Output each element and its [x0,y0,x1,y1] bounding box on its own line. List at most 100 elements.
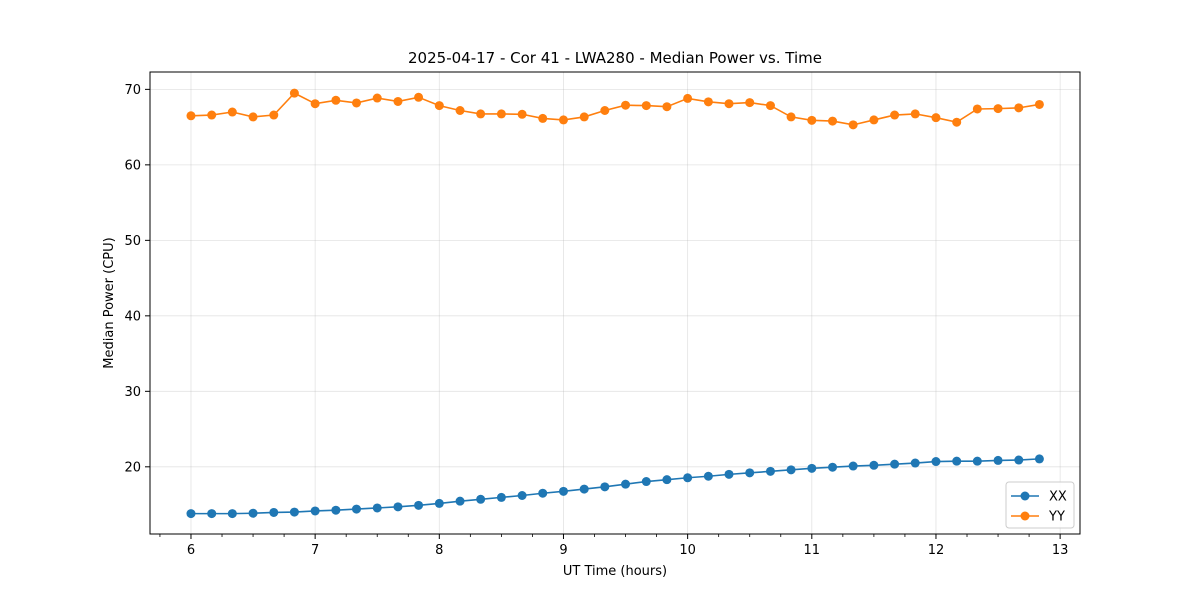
point-yy [496,109,506,119]
point-yy [207,110,217,120]
point-xx [289,507,299,517]
x-tick-label: 7 [311,543,319,558]
point-xx [910,458,920,468]
point-xx [227,509,237,519]
point-yy [993,104,1003,114]
y-tick-label: 70 [124,83,141,98]
point-yy [538,113,548,123]
point-xx [724,469,734,479]
point-yy [724,99,734,109]
grid [150,72,1080,534]
point-xx [765,466,775,476]
point-xx [1034,454,1044,464]
y-tick-label: 60 [124,158,141,173]
point-xx [993,455,1003,465]
legend-marker-yy [1020,511,1030,521]
x-tick-label: 9 [559,543,567,558]
point-xx [310,506,320,516]
point-yy [331,95,341,105]
point-xx [786,465,796,475]
point-xx [683,473,693,483]
point-xx [351,504,361,514]
point-yy [186,111,196,121]
point-yy [351,98,361,108]
point-yy [1034,99,1044,109]
point-xx [496,492,506,502]
y-tick-label: 20 [124,460,141,475]
y-tick-label: 40 [124,309,141,324]
point-yy [890,110,900,120]
point-yy [1014,103,1024,113]
point-xx [662,475,672,485]
point-yy [414,92,424,102]
point-xx [931,457,941,467]
point-xx [248,508,258,518]
point-xx [1014,455,1024,465]
point-yy [765,101,775,111]
point-xx [269,507,279,517]
y-tick-label: 50 [124,234,141,249]
point-yy [745,98,755,108]
point-yy [372,93,382,103]
legend: XX YY [1005,481,1075,529]
x-tick-label: 6 [187,543,195,558]
point-xx [621,479,631,489]
point-yy [455,106,465,115]
x-tick-label: 13 [1052,543,1069,558]
point-xx [952,456,962,466]
point-xx [890,459,900,469]
point-yy [248,112,258,122]
point-yy [786,112,796,122]
point-xx [869,460,879,470]
series-layer [186,88,1044,519]
point-yy [683,93,693,103]
point-yy [476,109,486,119]
y-axis-label: Median Power (CPU) [102,237,117,368]
point-xx [207,509,217,519]
legend-label-yy: YY [1048,510,1065,525]
legend-marker-xx [1020,491,1030,501]
point-yy [807,115,817,125]
point-xx [600,482,610,492]
point-yy [579,112,589,122]
point-yy [621,100,631,110]
point-xx [517,491,527,500]
point-xx [331,505,341,515]
point-xx [579,484,589,494]
legend-label-xx: XX [1049,490,1067,505]
point-yy [269,110,279,120]
plot-frame [149,71,1081,535]
point-xx [828,462,838,472]
point-yy [393,96,403,106]
point-yy [972,104,982,114]
point-yy [641,101,651,111]
point-yy [703,97,713,107]
point-xx [186,509,196,519]
point-xx [558,486,568,496]
point-yy [558,115,568,125]
point-yy [517,109,527,119]
x-tick-label: 8 [435,543,443,558]
point-xx [848,461,858,471]
point-yy [289,88,299,98]
point-xx [745,468,755,478]
chart-title: 2025-04-17 - Cor 41 - LWA280 - Median Po… [408,49,822,67]
point-xx [807,463,817,473]
point-yy [662,102,672,112]
x-tick-label: 12 [928,543,945,558]
point-xx [703,471,713,481]
point-yy [869,115,879,125]
x-axis-label: UT Time (hours) [563,564,667,579]
point-xx [393,502,403,512]
x-tick-label: 10 [679,543,696,558]
point-xx [455,496,465,506]
point-yy [434,101,444,111]
point-yy [952,117,962,127]
point-xx [434,498,444,508]
point-yy [600,106,610,115]
y-tick-label: 30 [124,385,141,400]
point-yy [310,99,320,109]
point-yy [931,113,941,123]
